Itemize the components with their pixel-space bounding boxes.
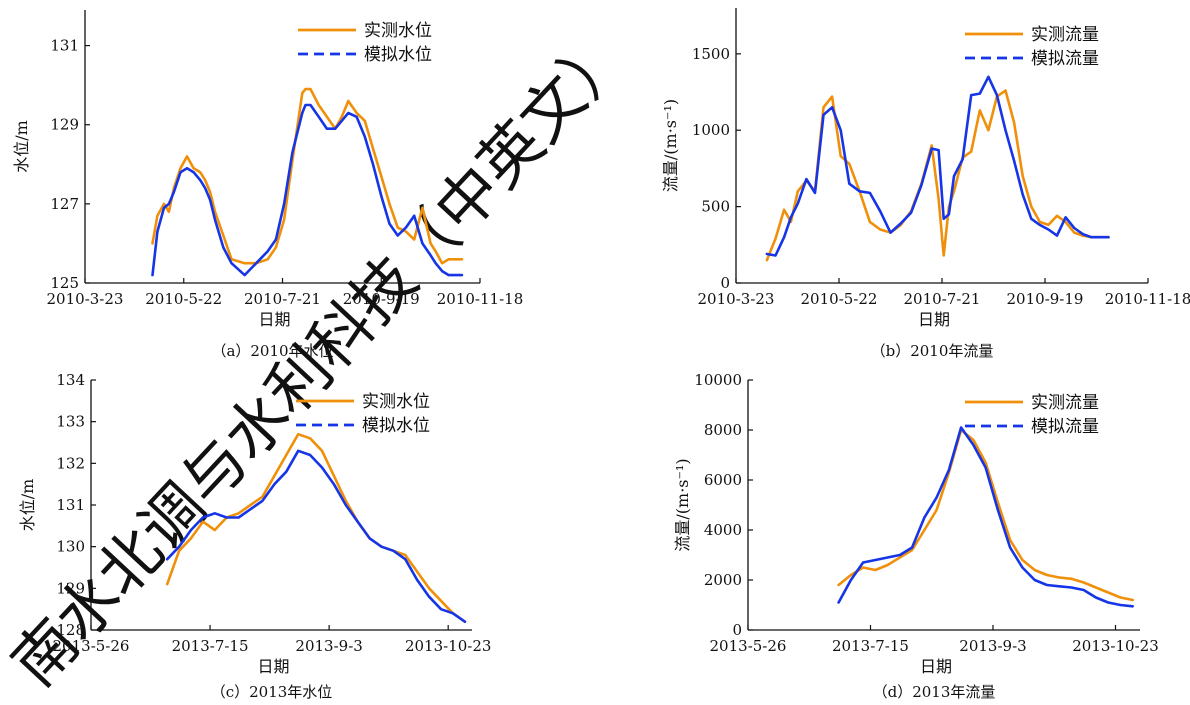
y-tick-label: 1500 — [692, 45, 730, 63]
x-tick-label: 2013-10-23 — [405, 637, 491, 655]
y-tick-label: 125 — [50, 274, 79, 292]
x-axis-title: 日期 — [918, 310, 950, 329]
legend-label: 模拟水位 — [364, 45, 432, 65]
y-tick-label: 129 — [50, 116, 79, 134]
x-tick-label: 2010-3-23 — [698, 290, 775, 308]
series-line-simulated — [837, 426, 1134, 608]
series-line-observed — [165, 432, 467, 624]
legend-label: 实测水位 — [364, 21, 432, 41]
series-line-simulated — [151, 103, 464, 277]
panel-caption: （b）2010年流量 — [871, 342, 994, 360]
x-tick-label: 2013-9-3 — [959, 637, 1026, 655]
panel-c: 128 129 130 131 132 133 134 2013-5-26 2013-7-15 2… — [18, 371, 491, 701]
x-tick-label: 2013-10-23 — [1072, 637, 1158, 655]
y-tick-label: 8000 — [704, 421, 742, 439]
legend-label: 模拟水位 — [362, 416, 430, 436]
series-line-observed — [151, 87, 464, 265]
y-tick-label: 129 — [56, 579, 85, 597]
x-tick-label: 2010-9-19 — [1007, 290, 1084, 308]
x-axis-title: 日期 — [920, 657, 952, 676]
x-tick-label: 2010-11-18 — [437, 290, 523, 308]
y-axis-title: 流量/(m·s⁻¹) — [673, 458, 692, 551]
series-line-observed — [837, 428, 1134, 602]
x-axis-title: 日期 — [257, 657, 289, 676]
y-tick-label: 1000 — [692, 121, 730, 139]
y-tick-label: 6000 — [704, 471, 742, 489]
legend-label: 模拟流量 — [1031, 417, 1099, 437]
x-tick-label: 2010-11-18 — [1105, 290, 1190, 308]
panel-d: 0 2000 4000 6000 8000 10000 2013-5-26 2013-7-15… — [673, 371, 1159, 701]
x-axis-title: 日期 — [258, 310, 290, 329]
panel-caption: （d）2013年流量 — [873, 683, 996, 701]
y-tick-label: 130 — [56, 538, 85, 556]
chart-panels: 125 127 129 131 2010-3-23 2010-5-22 2010-7-21 2… — [12, 8, 1190, 701]
y-tick-label: 4000 — [704, 521, 742, 539]
panel-b: 0 500 1000 1500 2010-3-23 2010-5-22 2010-7-21 2… — [661, 8, 1190, 360]
panel-caption: （a）2010年水位 — [211, 342, 333, 360]
x-tick-label: 2013-7-15 — [172, 637, 249, 655]
y-axis-title: 水位/m — [12, 120, 31, 173]
y-tick-label: 133 — [56, 413, 85, 431]
y-axis-title: 流量/(m·s⁻¹) — [661, 99, 680, 192]
y-tick-label: 2000 — [704, 571, 742, 589]
x-tick-label: 2013-7-15 — [832, 637, 909, 655]
y-tick-label: 10000 — [694, 371, 742, 389]
legend-label: 实测流量 — [1031, 393, 1099, 413]
x-tick-label: 2010-5-22 — [145, 290, 222, 308]
x-tick-label: 2013-9-3 — [295, 637, 362, 655]
panel-a: 125 127 129 131 2010-3-23 2010-5-22 2010-7-21 2… — [12, 10, 523, 360]
y-tick-label: 134 — [56, 371, 85, 389]
x-tick-label: 2010-3-23 — [47, 290, 124, 308]
y-tick-label: 127 — [50, 195, 79, 213]
y-tick-label: 131 — [56, 496, 85, 514]
legend-label: 模拟流量 — [1031, 49, 1099, 69]
y-tick-label: 0 — [720, 274, 730, 292]
x-tick-label: 2013-5-26 — [53, 637, 130, 655]
x-tick-label: 2010-9-19 — [343, 290, 420, 308]
y-tick-label: 132 — [56, 454, 85, 472]
y-tick-label: 500 — [701, 198, 730, 216]
y-axis-title: 水位/m — [18, 479, 37, 532]
y-tick-label: 128 — [56, 621, 85, 639]
y-tick-label: 0 — [732, 621, 742, 639]
x-tick-label: 2010-7-21 — [904, 290, 981, 308]
series-line-simulated — [165, 449, 467, 624]
x-tick-label: 2013-5-26 — [710, 637, 787, 655]
panel-caption: （c）2013年水位 — [211, 683, 333, 701]
x-tick-label: 2010-5-22 — [801, 290, 878, 308]
legend-label: 实测流量 — [1031, 25, 1099, 45]
series-line-simulated — [765, 75, 1110, 257]
legend-label: 实测水位 — [362, 392, 430, 412]
x-tick-label: 2010-7-21 — [244, 290, 321, 308]
y-tick-label: 131 — [50, 37, 79, 55]
